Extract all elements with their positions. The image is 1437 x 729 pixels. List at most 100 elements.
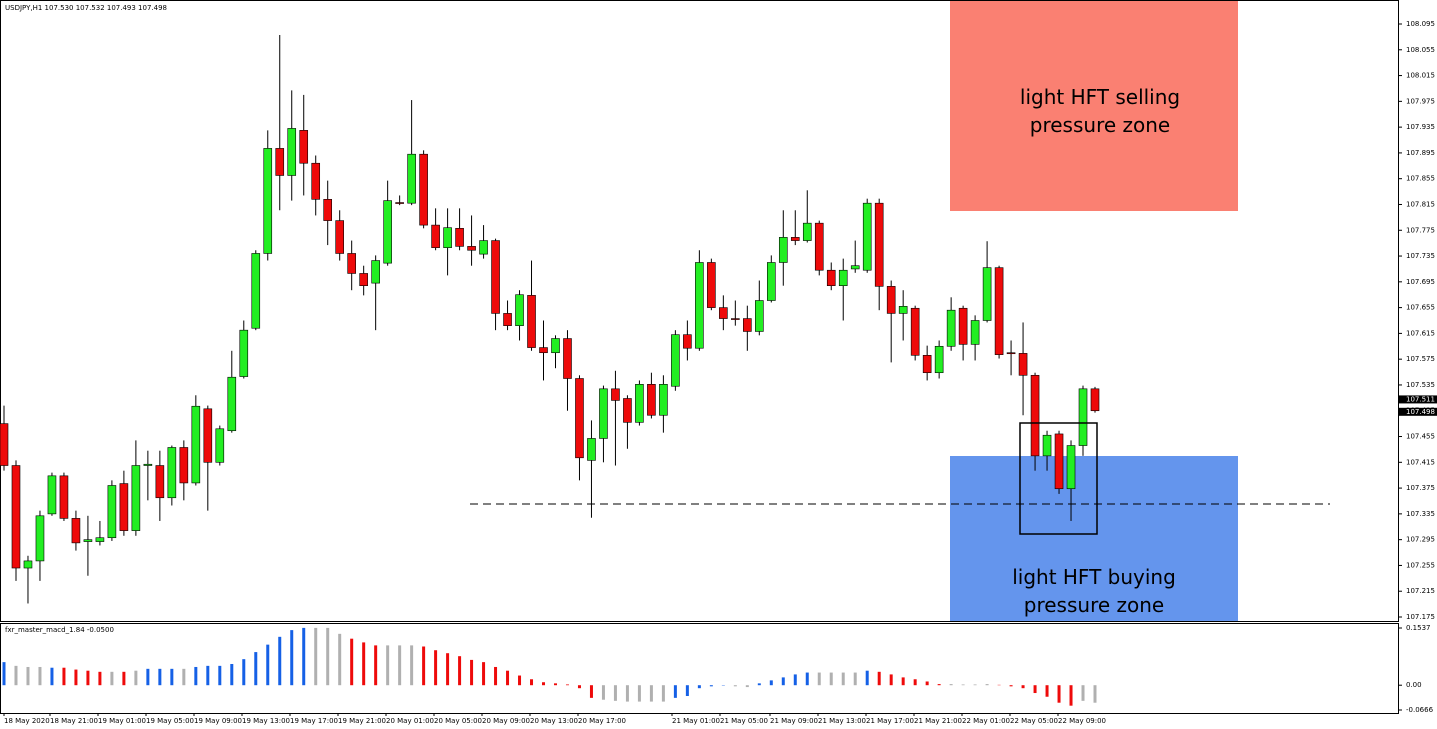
candle-body [551, 338, 560, 354]
candle-body [874, 202, 884, 287]
y-tick-label: 108.095 [1406, 20, 1435, 28]
x-tick-label: 19 May 05:00 [146, 717, 194, 725]
candle-body [539, 347, 548, 354]
macd-bar [302, 627, 306, 686]
macd-bar [494, 666, 498, 686]
macd-bar [458, 656, 462, 686]
price-label: 107.511 [1406, 395, 1435, 403]
macd-bar [1069, 685, 1073, 706]
candle-body [467, 246, 476, 251]
macd-bar [374, 645, 378, 686]
macd-bar [685, 685, 689, 697]
candle-body [167, 447, 177, 499]
macd-bar [673, 685, 677, 698]
candle-body [1018, 353, 1028, 376]
macd-bar [613, 685, 617, 701]
x-tick-label: 19 May 17:00 [290, 717, 338, 725]
price-label-box [1399, 395, 1437, 404]
y-tick-label: 107.975 [1406, 97, 1435, 105]
candle-body [395, 202, 404, 204]
y-tick-label: 0.00 [1406, 681, 1422, 689]
candle-body [299, 130, 309, 164]
macd-bar [158, 668, 162, 686]
macd-bar [266, 644, 270, 686]
macd-bar [386, 645, 390, 686]
x-tick-label: 21 May 01:00 [672, 717, 720, 725]
macd-bar [170, 668, 174, 686]
candle-body [934, 345, 944, 374]
macd-bar [530, 679, 534, 686]
candle-body [23, 560, 33, 569]
candle-body [802, 222, 812, 241]
macd-panel [0, 623, 1399, 714]
candle-body [1090, 388, 1100, 412]
y-tick-label: 107.575 [1406, 355, 1435, 363]
candle-body [587, 438, 596, 461]
candle-body [671, 334, 680, 387]
x-tick-label: 21 May 05:00 [720, 717, 768, 725]
macd-bar [482, 662, 486, 686]
y-tick-label: 107.695 [1406, 278, 1435, 286]
macd-bar [649, 685, 653, 702]
x-tick-label: 21 May 09:00 [770, 717, 818, 725]
y-tick-label: 107.295 [1406, 536, 1435, 544]
x-tick-label: 20 May 13:00 [530, 717, 578, 725]
candle-body [215, 428, 225, 463]
y-tick-label: 107.415 [1406, 458, 1435, 466]
macd-bar [601, 685, 605, 700]
candle-body [83, 539, 93, 542]
x-tick-label: 22 May 01:00 [962, 717, 1010, 725]
macd-bar [877, 671, 881, 686]
candle-body [647, 384, 656, 416]
y-tick-label: 107.655 [1406, 304, 1435, 312]
macd-bar [1009, 685, 1013, 687]
candle-body [766, 262, 776, 301]
macd-bar [865, 670, 869, 686]
x-tick-label: 19 May 01:00 [98, 717, 146, 725]
macd-bar [985, 684, 989, 686]
macd-bar [86, 670, 90, 686]
selling-zone-label: light HFT selling pressure zone [1020, 85, 1180, 137]
macd-bar [553, 683, 557, 686]
candle-body [263, 148, 273, 254]
macd-bar [733, 685, 737, 687]
buying-zone [950, 456, 1238, 621]
candle-body [191, 405, 201, 484]
candle-body [383, 200, 392, 264]
macd-bar [841, 672, 845, 686]
indicator-title: fxr_master_macd_1.84 -0.0500 [5, 626, 114, 634]
macd-bar [254, 652, 258, 686]
macd-bar [901, 677, 905, 686]
macd-bar [1093, 685, 1097, 703]
candle-body [898, 306, 908, 314]
candle-body [886, 286, 896, 314]
y-tick-label: 107.535 [1406, 381, 1435, 389]
candle-body [850, 265, 860, 270]
macd-bar [577, 685, 581, 689]
macd-bar [589, 685, 593, 698]
macd-bar [230, 663, 234, 686]
candle-body [515, 294, 524, 326]
macd-bar [410, 645, 414, 686]
x-tick-label: 21 May 17:00 [866, 717, 914, 725]
macd-bar [146, 668, 150, 686]
x-tick-label: 19 May 21:00 [338, 717, 386, 725]
y-tick-label: 107.855 [1406, 175, 1435, 183]
candle-body [575, 378, 584, 459]
macd-bar [769, 680, 773, 686]
macd-bar [98, 671, 102, 686]
macd-bar [937, 684, 941, 686]
macd-bar [110, 671, 114, 686]
candle-body [107, 485, 117, 539]
candle-body [1042, 434, 1052, 457]
selling-zone [950, 1, 1238, 211]
macd-bar [518, 675, 522, 686]
macd-bar [745, 685, 749, 688]
macd-bar [625, 685, 629, 702]
candle-body [611, 388, 620, 401]
macd-bar [278, 636, 282, 686]
macd-bar [637, 685, 641, 702]
candle-body [323, 199, 333, 221]
x-tick-label: 19 May 09:00 [194, 717, 242, 725]
candle-body [239, 329, 249, 377]
